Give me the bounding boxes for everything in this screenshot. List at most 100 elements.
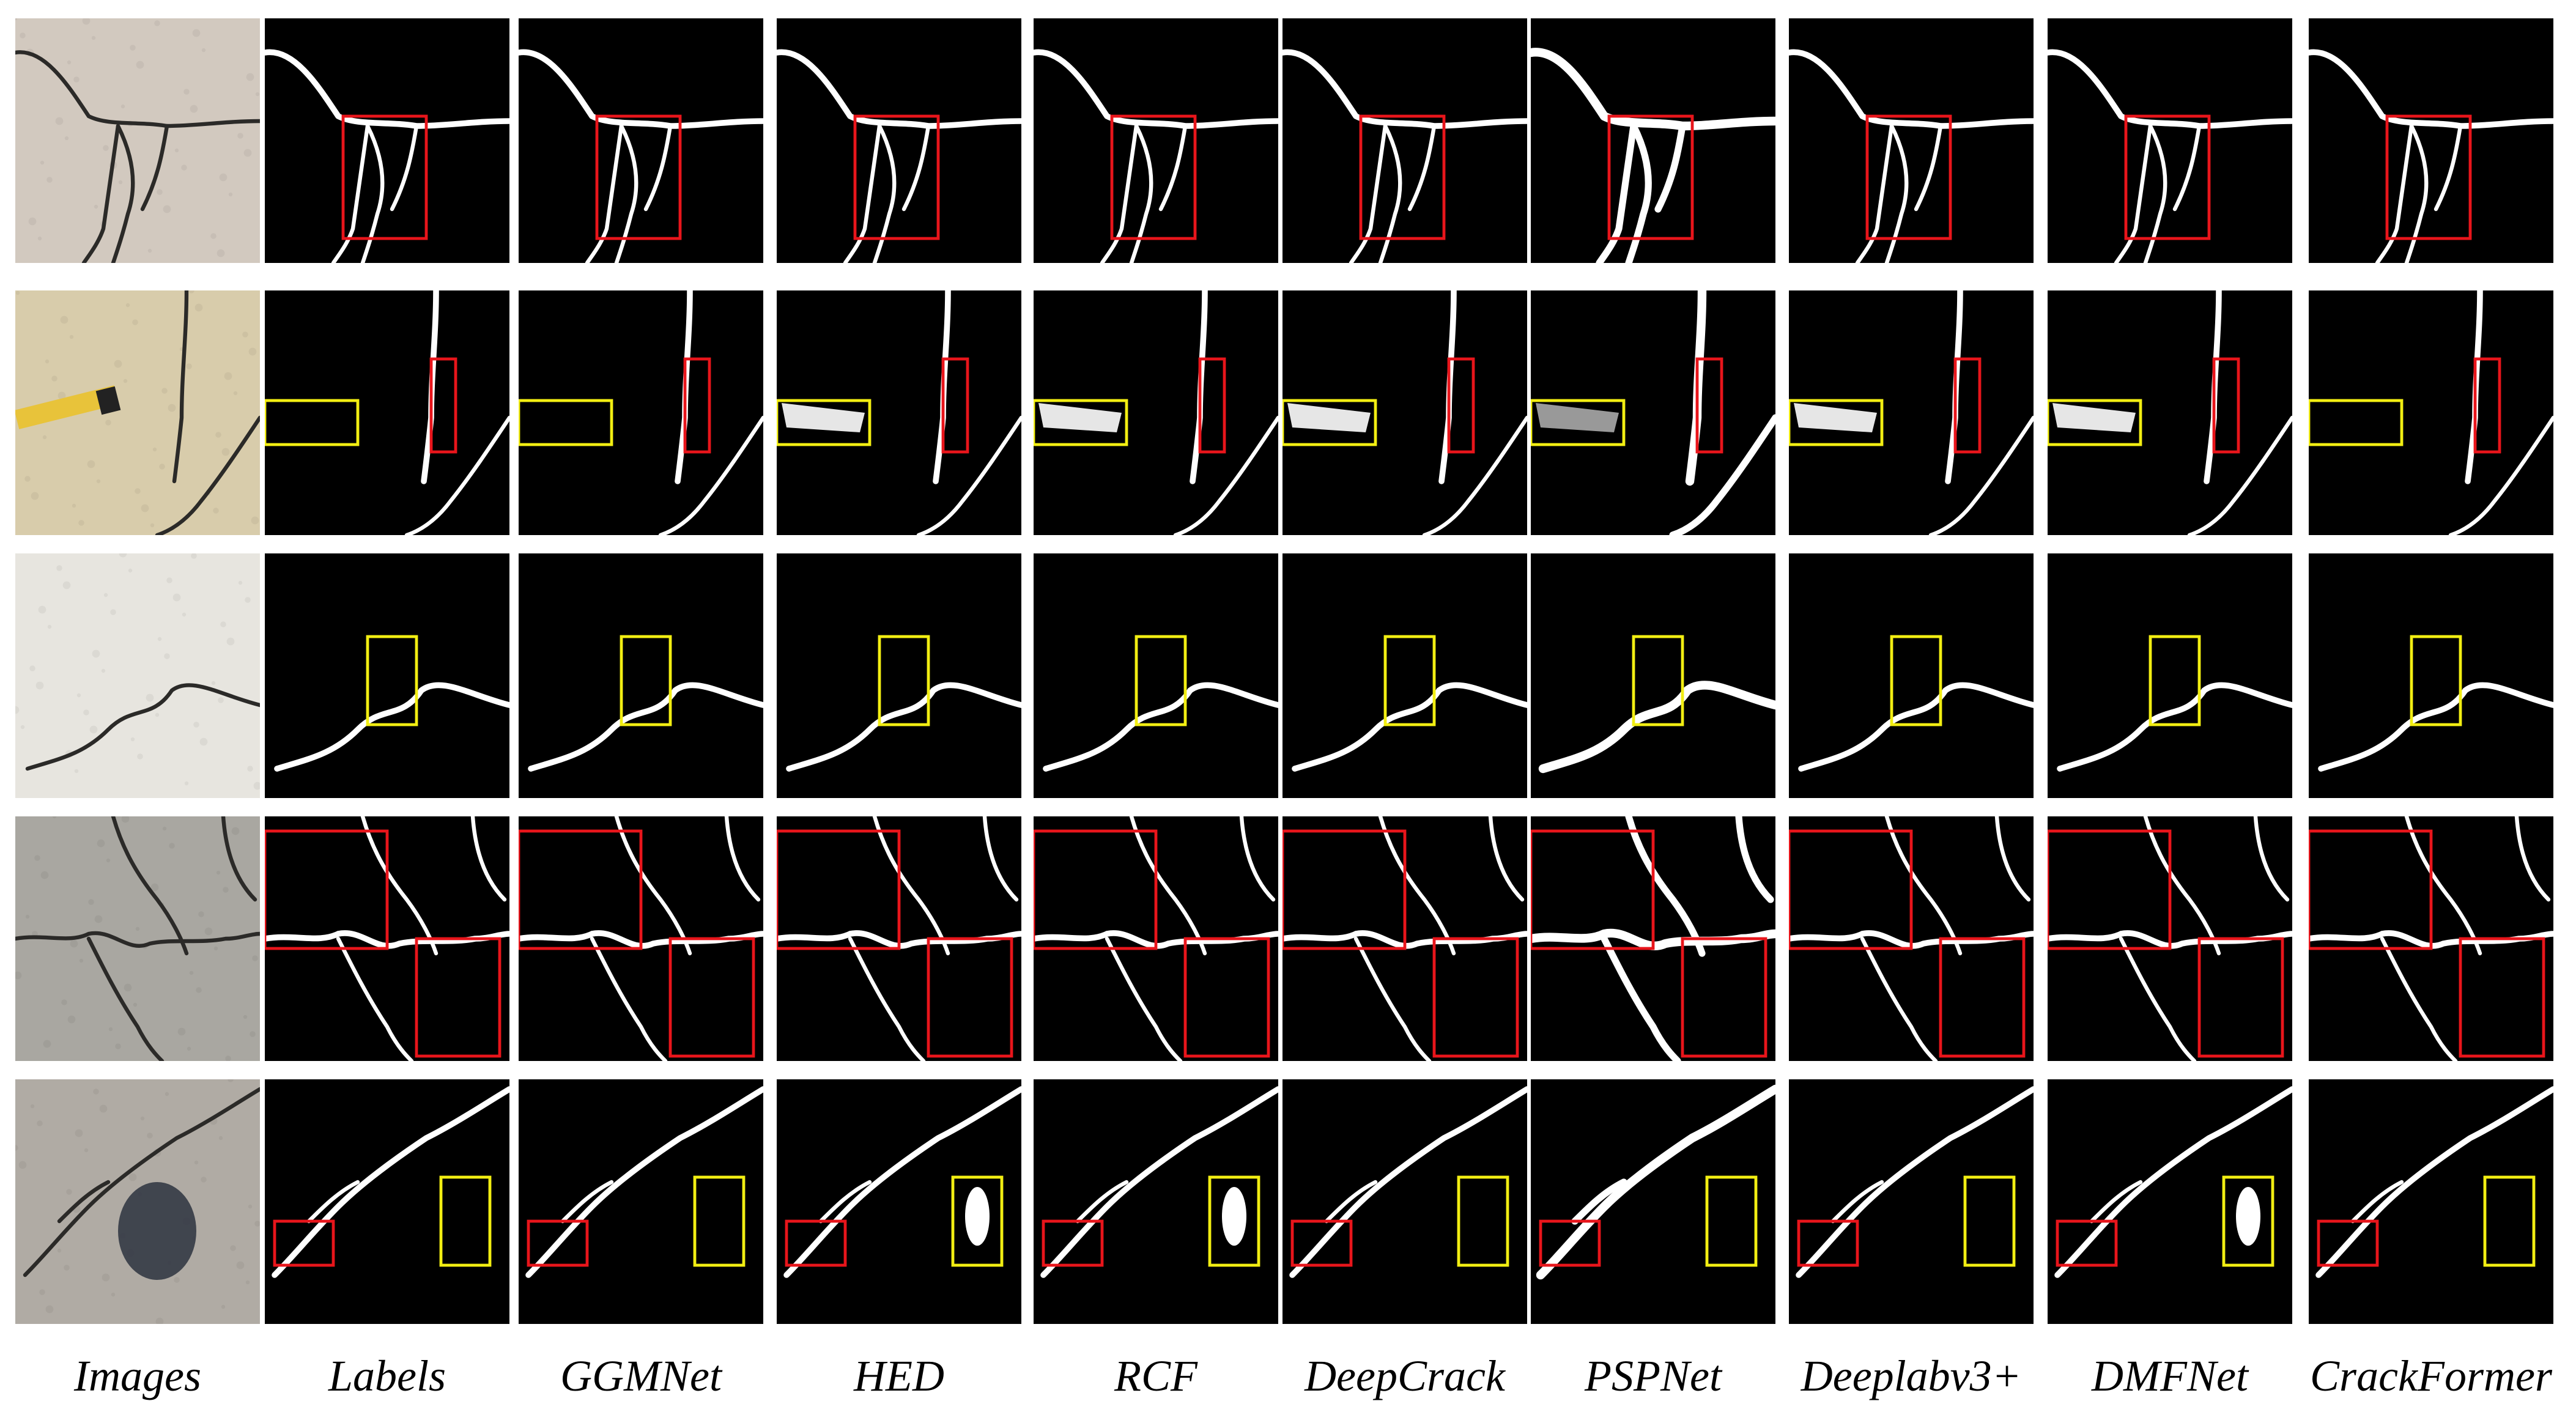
row-3-mask-rcf [1034, 553, 1278, 798]
row-4-labels-highlight-box-0 [265, 829, 389, 950]
row-2-deepcrack-highlight-box-1 [1282, 399, 1377, 446]
row-2-dmfnet-crack-1 [2187, 415, 2292, 535]
column-label-3: HED [854, 1351, 944, 1400]
row-2-hed-highlight-box-0 [941, 357, 969, 454]
row-3-labels-highlight-box-0 [366, 635, 418, 726]
row-1-pspnet-highlight-box-0 [1607, 114, 1694, 240]
row-5-deepcrack-highlight-box-0 [1290, 1219, 1353, 1267]
column-label-2: GGMNet [560, 1351, 722, 1400]
row-1-deepcrack-crack-2 [1378, 124, 1402, 263]
row-1-mask-rcf [1034, 18, 1278, 263]
row-4-ggmnet-highlight-box-1 [668, 937, 755, 1058]
row-5-dmfnet-crack-0 [2054, 1086, 2292, 1278]
row-2-labels-crack-1 [404, 415, 509, 535]
row-2-hed-crack-1 [916, 415, 1021, 535]
row-5-deepcrack-crack-1 [1324, 1180, 1378, 1224]
row-2-pspnet-crack-1 [1669, 414, 1775, 535]
row-3-mask-dmfnet [2048, 553, 2292, 798]
row-4-crackformer-crack-3 [2514, 816, 2551, 902]
row-5-pspnet-highlight-box-1 [1705, 1175, 1758, 1267]
row-5-mask-hed [777, 1079, 1021, 1324]
row-5-crackformer-crack-0 [2315, 1086, 2553, 1278]
row-3-mask-pspnet [1531, 553, 1775, 798]
row-2-deepcrack-highlight-box-0 [1447, 357, 1475, 454]
row-5-hed-crack-0 [783, 1086, 1021, 1278]
row-2-mask-deepcrack [1282, 290, 1527, 535]
row-5-crackformer-highlight-box-1 [2483, 1175, 2536, 1267]
row-4-labels-crack-3 [470, 816, 507, 902]
row-4-mask-crackformer [2309, 816, 2553, 1061]
row-5-rcf-highlight-box-1 [1208, 1175, 1260, 1267]
row-5-hed-crack-1 [818, 1180, 872, 1224]
row-4-image-crack-1 [111, 816, 189, 956]
row-4-deeplabv3-crack-1 [1884, 816, 1963, 956]
column-label-4: RCF [1114, 1351, 1197, 1400]
row-3-mask-deepcrack [1282, 553, 1527, 798]
row-2-ggmnet-crack-1 [658, 415, 763, 535]
row-4-deepcrack-crack-1 [1378, 816, 1456, 956]
row-1-deeplabv3-crack-1 [1855, 124, 1894, 263]
row-5-mask-deepcrack [1282, 1079, 1527, 1324]
row-1-crackformer-crack-1 [2375, 124, 2414, 263]
column-label-7: Deeplabv3+ [1801, 1351, 2022, 1400]
row-4-crackformer-crack-1 [2404, 816, 2482, 956]
row-1-mask-pspnet [1531, 18, 1775, 263]
row-3-labels-crack-0 [274, 682, 509, 772]
row-2-mask-crackformer [2309, 290, 2553, 535]
row-1-labels-crack-3 [390, 124, 419, 212]
row-3-dmfnet-crack-0 [2057, 682, 2292, 772]
row-1-mask-labels [265, 18, 509, 263]
row-1-rcf-crack-1 [1100, 124, 1139, 263]
row-3-deeplabv3-highlight-box-0 [1890, 635, 1942, 726]
row-5-mask-rcf [1034, 1079, 1278, 1324]
row-4-dmfnet-crack-2 [2119, 936, 2197, 1061]
row-1-image-crack-0 [15, 50, 260, 128]
row-4-crackformer-highlight-box-0 [2309, 829, 2433, 950]
row-5-labels-highlight-box-1 [439, 1175, 492, 1267]
row-1-dmfnet-crack-3 [2172, 124, 2202, 212]
row-4-pspnet-crack-2 [1601, 935, 1681, 1061]
row-1-image-crack-3 [140, 124, 169, 212]
row-4-rcf-crack-1 [1129, 816, 1207, 956]
row-1-deepcrack-highlight-box-0 [1359, 114, 1446, 240]
row-2-rcf-false-positive [1038, 403, 1122, 432]
row-3-mask-deeplabv3 [1789, 553, 2034, 798]
row-5-labels-crack-0 [272, 1086, 509, 1278]
row-4-deepcrack-highlight-box-0 [1282, 829, 1407, 950]
row-4-hed-crack-2 [848, 936, 926, 1061]
row-5-rcf-crack-0 [1040, 1086, 1278, 1278]
row-5-rcf-highlight-box-0 [1042, 1219, 1104, 1267]
row-2-mask-deeplabv3 [1789, 290, 2034, 535]
row-1-deeplabv3-crack-3 [1914, 124, 1943, 212]
row-5-crackformer-highlight-box-0 [2317, 1219, 2379, 1267]
row-5-mask-deeplabv3 [1789, 1079, 2034, 1324]
row-3-crackformer-crack-0 [2318, 682, 2553, 772]
row-1-deeplabv3-highlight-box-0 [1865, 114, 1952, 240]
row-4-hed-crack-1 [872, 816, 950, 956]
row-2-deeplabv3-false-positive [1794, 403, 1877, 432]
row-5-hed-highlight-box-0 [785, 1219, 847, 1267]
row-5-rcf-crack-1 [1075, 1180, 1129, 1224]
row-4-input-image [15, 816, 260, 1061]
row-3-mask-ggmnet [519, 553, 763, 798]
row-2-dmfnet-highlight-box-1 [2048, 399, 2142, 446]
row-2-mask-hed [777, 290, 1021, 535]
column-label-9: CrackFormer [2310, 1351, 2552, 1400]
row-4-rcf-highlight-box-0 [1034, 829, 1158, 950]
row-2-rcf-highlight-box-1 [1034, 399, 1128, 446]
row-3-deepcrack-highlight-box-0 [1383, 635, 1436, 726]
row-1-rcf-crack-0 [1034, 49, 1278, 129]
row-5-deeplabv3-highlight-box-1 [1963, 1175, 2016, 1267]
row-1-pspnet-crack-3 [1654, 122, 1686, 213]
row-5-ggmnet-crack-1 [560, 1180, 614, 1224]
row-2-mask-rcf [1034, 290, 1278, 535]
row-4-dmfnet-highlight-box-1 [2197, 937, 2284, 1058]
row-2-pspnet-highlight-box-0 [1695, 357, 1723, 454]
row-5-labels-highlight-box-0 [273, 1219, 335, 1267]
row-1-mask-deeplabv3 [1789, 18, 2034, 263]
row-2-mask-pspnet [1531, 290, 1775, 535]
row-2-crackformer-highlight-box-1 [2309, 399, 2404, 446]
row-1-pspnet-crack-2 [1625, 122, 1652, 263]
row-5-labels-crack-1 [306, 1180, 360, 1224]
